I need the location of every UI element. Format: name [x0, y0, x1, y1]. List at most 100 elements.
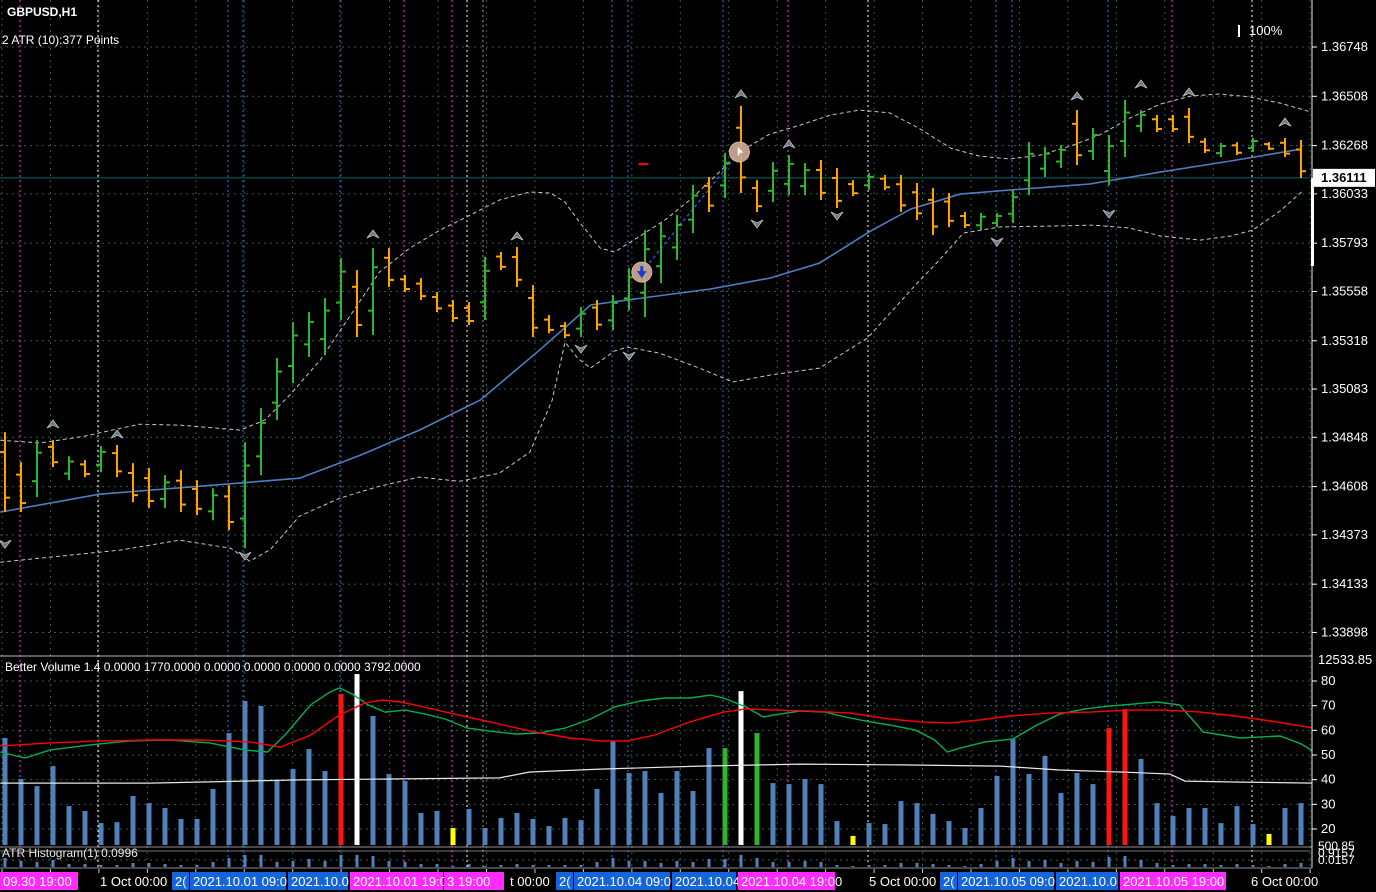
time-axis-label: 2021.10.04 — [675, 874, 740, 889]
price-tick-label: 1.35558 — [1321, 283, 1368, 298]
atr-bar — [1251, 865, 1255, 867]
atr-bar — [851, 866, 855, 867]
current-price-value: 1.36111 — [1321, 170, 1367, 185]
down-arrow-icon — [238, 551, 252, 561]
volume-bar — [882, 824, 888, 845]
volume-bar — [82, 810, 88, 845]
atr-bar — [1203, 864, 1207, 867]
trendline-object[interactable] — [641, 151, 741, 273]
volume-bar — [850, 835, 856, 845]
price-bar — [160, 475, 170, 509]
atr-bar — [499, 865, 503, 867]
price-tick-label: 1.36033 — [1321, 186, 1368, 201]
price-bar — [1008, 189, 1018, 224]
atr-bar — [675, 861, 679, 867]
price-bar — [224, 485, 234, 531]
price-bar — [464, 302, 474, 326]
time-label-highlight — [0, 872, 78, 890]
volume-bar — [674, 771, 680, 845]
bollinger-bands — [0, 93, 1311, 563]
atr-bar — [1075, 861, 1079, 867]
signal-arrows — [0, 79, 1292, 561]
volume-bar — [866, 823, 872, 845]
price-bar — [928, 188, 938, 235]
price-bar — [32, 440, 42, 498]
price-bar — [720, 152, 730, 198]
volume-bar — [98, 823, 104, 845]
volume-bar — [562, 817, 568, 845]
price-bar — [960, 211, 970, 228]
volume-bar — [482, 828, 488, 845]
volume-tick-label: 60 — [1321, 722, 1335, 737]
trade-marker[interactable] — [728, 141, 750, 163]
volume-bar — [1234, 806, 1240, 845]
price-bar — [1056, 144, 1066, 168]
time-label-highlight — [556, 872, 573, 890]
price-bar — [704, 177, 714, 212]
time-axis-label: 2021.10.01 09:0 — [193, 874, 287, 889]
atr-bar — [867, 865, 871, 867]
price-bar — [400, 275, 410, 293]
price-bar — [768, 162, 778, 203]
volume-bar — [354, 674, 360, 845]
price-bar — [528, 285, 538, 338]
price-bar — [816, 159, 826, 201]
overlapped-scale-label: 0.0157 — [1318, 853, 1355, 867]
price-bar — [496, 252, 506, 271]
up-arrow-icon — [366, 229, 380, 239]
atr-bar — [467, 864, 471, 867]
volume-bar — [194, 818, 200, 845]
volume-bar — [1170, 815, 1176, 845]
volume-bar — [34, 786, 40, 845]
atr-bar — [211, 862, 215, 867]
price-bar — [240, 442, 250, 549]
atr-bar — [83, 864, 87, 867]
volume-bar — [626, 773, 632, 845]
up-arrow-icon — [46, 419, 60, 429]
price-bar — [1232, 142, 1242, 156]
down-arrow-icon — [990, 237, 1004, 247]
atr-bar — [291, 861, 295, 867]
price-bar — [848, 180, 858, 197]
price-bar — [800, 163, 810, 196]
atr-bar — [915, 863, 919, 867]
price-bar — [832, 167, 842, 209]
atr-bar — [515, 864, 519, 867]
atr-bar — [1107, 857, 1111, 867]
volume-bar — [770, 783, 776, 845]
atr-bar — [147, 863, 151, 867]
trade-marker[interactable] — [631, 261, 653, 283]
price-bar — [1280, 138, 1290, 158]
ohlc-bars — [0, 99, 1306, 549]
main-indicator-label: 2 ATR (10):377 Points — [2, 33, 120, 47]
atr-bar — [755, 858, 759, 867]
price-bar — [544, 315, 554, 334]
volume-bar — [2, 737, 8, 845]
atr-bar — [163, 864, 167, 867]
price-tick-label: 1.36508 — [1321, 88, 1368, 103]
time-axis[interactable]: 09.30 19:00 1 Oct 00:00 2(2021.10.01 09:0 2… — [0, 869, 1318, 890]
time-label-highlight — [190, 872, 286, 890]
volume-bar — [146, 803, 152, 845]
price-scale[interactable]: 1.36748 1.36508 1.36268 1.36033 1.35793 1.355… — [1311, 0, 1376, 892]
volume-bar — [530, 818, 536, 845]
time-axis-label: 1 Oct 00:00 — [100, 874, 167, 889]
volume-bar — [1282, 808, 1288, 845]
time-axis-label: 2( — [175, 874, 187, 889]
volume-bar — [18, 778, 24, 845]
atr-bar — [739, 855, 743, 867]
price-tick-label: 1.33898 — [1321, 624, 1368, 639]
volume-indicator-label: Better Volume 1.4 0.0000 1770.0000 0.000… — [5, 660, 421, 674]
volume-bar — [834, 821, 840, 845]
volume-bar — [1138, 758, 1144, 845]
volume-bar — [66, 806, 72, 845]
white-cursor-arrow-icon — [737, 145, 746, 160]
down-arrow-icon — [750, 219, 764, 229]
scale-drag-handle[interactable] — [1311, 178, 1314, 266]
volume-bar — [434, 810, 440, 845]
atr-bar — [899, 863, 903, 867]
volume-bar — [386, 773, 392, 845]
volume-bar — [370, 716, 376, 845]
time-axis-label: 2021.10.01 19:00 — [353, 874, 454, 889]
